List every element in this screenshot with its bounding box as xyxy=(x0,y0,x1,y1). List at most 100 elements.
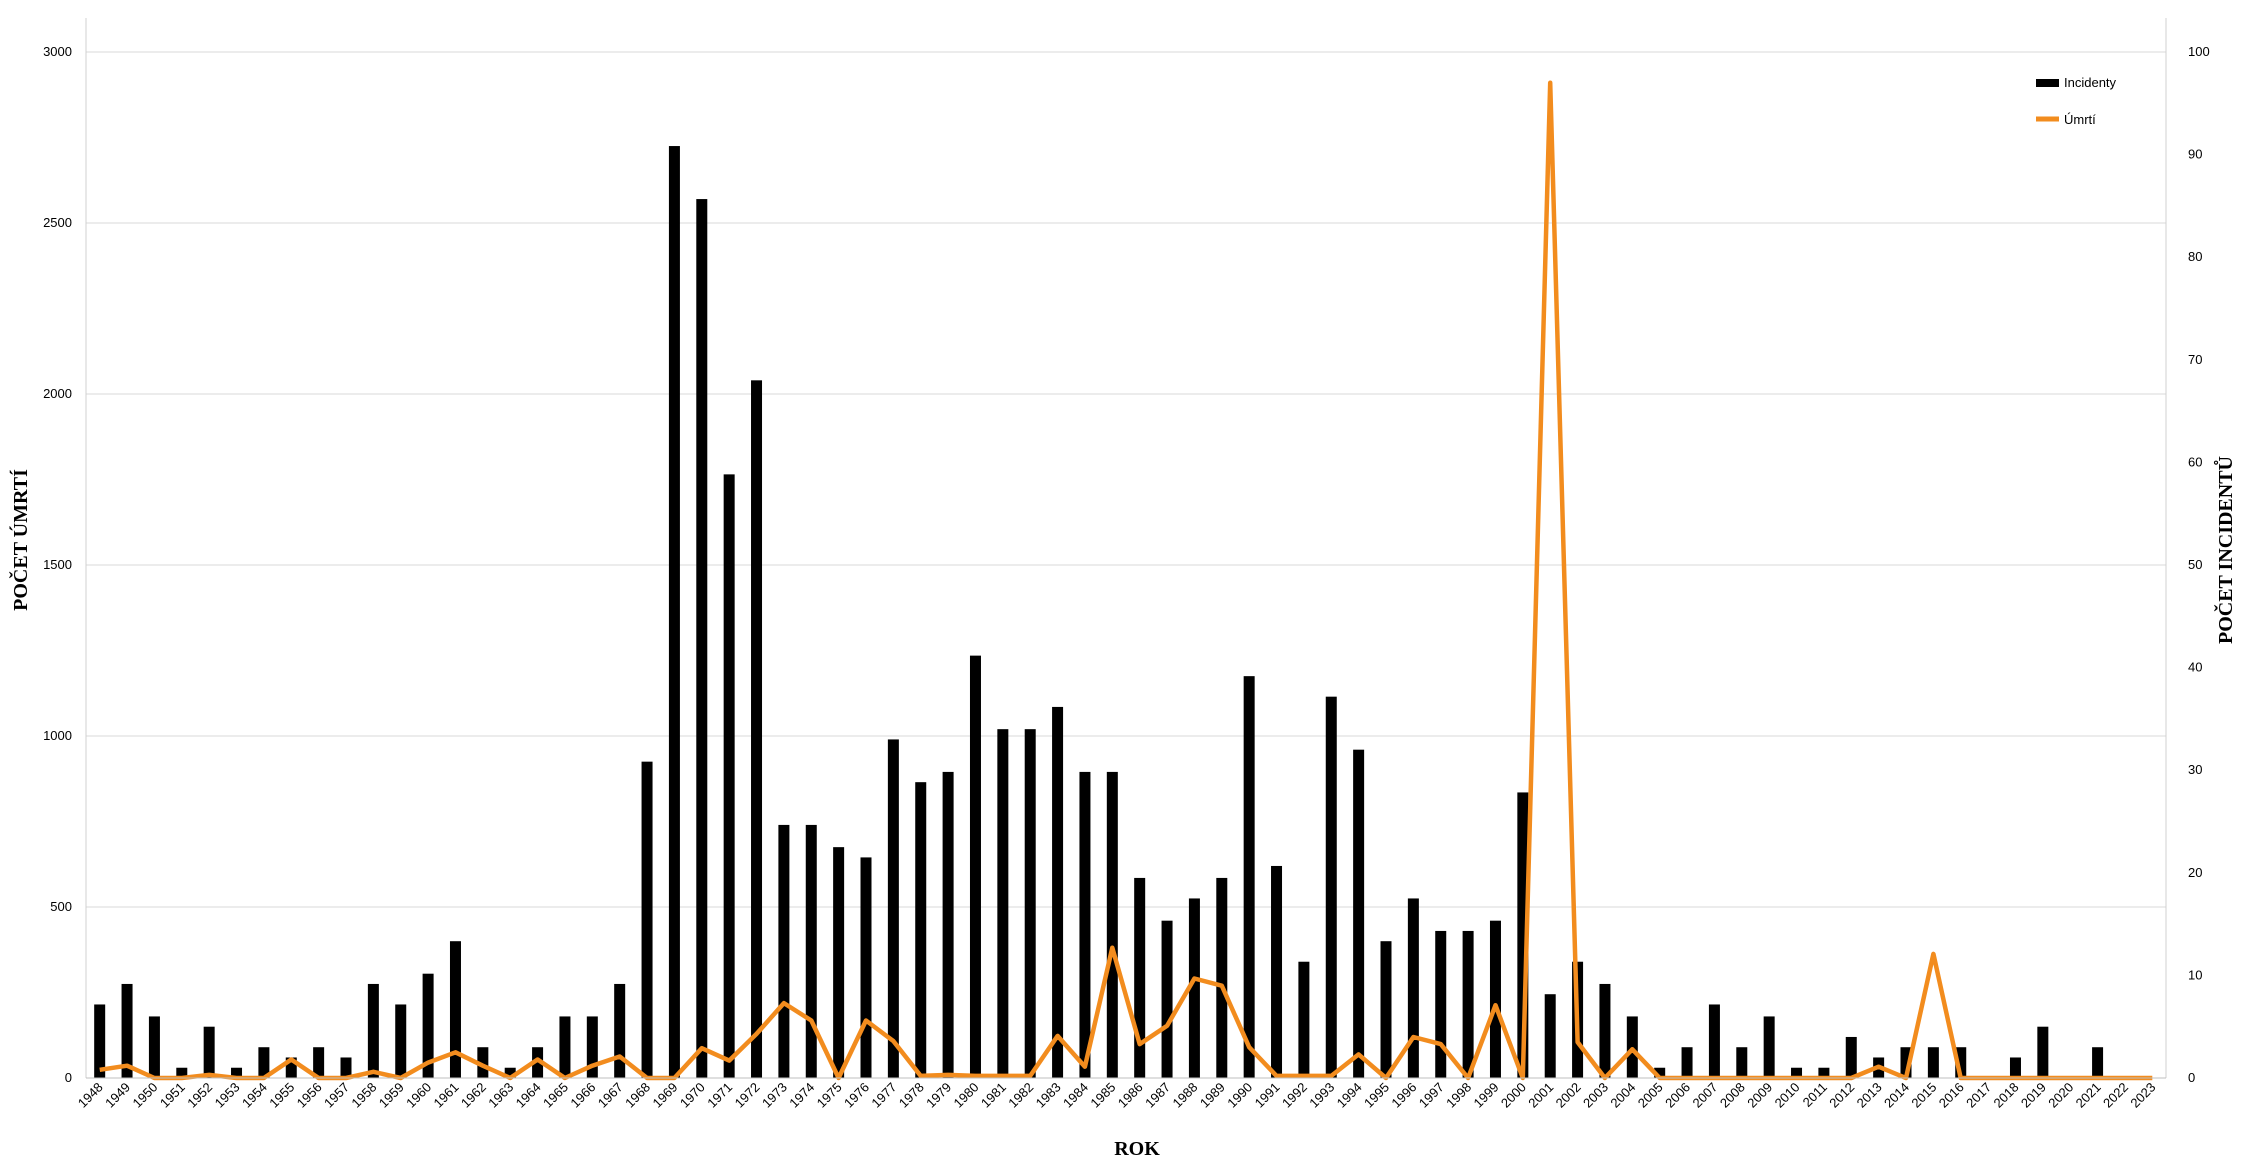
axes xyxy=(85,18,2167,1079)
bar xyxy=(1654,1067,1666,1078)
line-path xyxy=(99,80,2153,1081)
bar xyxy=(504,1067,516,1078)
x-tick-label: 1998 xyxy=(1443,1080,1474,1111)
gridlines xyxy=(86,51,2166,908)
x-tick-label: 1980 xyxy=(951,1080,982,1111)
x-tick-label: 2016 xyxy=(1936,1080,1967,1111)
x-tick-label: 1949 xyxy=(102,1080,133,1111)
bar xyxy=(1900,1047,1912,1078)
x-tick-label: 1954 xyxy=(239,1080,270,1111)
x-tick-label: 1962 xyxy=(458,1080,489,1111)
y-right-tick-label: 20 xyxy=(2188,865,2202,880)
x-tick-label: 1999 xyxy=(1471,1080,1502,1111)
bar xyxy=(723,474,735,1078)
bar xyxy=(1462,930,1474,1078)
bar xyxy=(668,146,680,1079)
x-tick-label: 2001 xyxy=(1525,1080,1556,1111)
x-tick-label: 1948 xyxy=(75,1080,106,1111)
right-axis-ticks: 0 10 20 30 40 50 60 70 80 90 100 xyxy=(2188,44,2210,1085)
x-tick-label: 1958 xyxy=(348,1080,379,1111)
x-tick-label: 1984 xyxy=(1060,1080,1091,1111)
x-tick-label: 1957 xyxy=(321,1080,352,1111)
bar xyxy=(860,857,872,1078)
x-tick-label: 1974 xyxy=(786,1080,817,1111)
bar xyxy=(1216,877,1228,1078)
x-tick-label: 1975 xyxy=(814,1080,845,1111)
y-left-tick-label: 1500 xyxy=(43,557,72,572)
x-tick-label: 1968 xyxy=(622,1080,653,1111)
x-tick-label: 1963 xyxy=(485,1080,516,1111)
bar xyxy=(422,973,434,1078)
left-axis-ticks: 0 500 1000 1500 2000 2500 3000 xyxy=(43,44,72,1085)
x-axis-ticks: 1948194919501951195219531954195519561957… xyxy=(75,1080,2159,1111)
bar xyxy=(1161,920,1173,1078)
x-tick-label: 1978 xyxy=(896,1080,927,1111)
x-tick-label: 1992 xyxy=(1279,1080,1310,1111)
bar xyxy=(477,1047,489,1078)
x-tick-label: 1965 xyxy=(540,1080,571,1111)
bar xyxy=(1955,1047,1967,1078)
bar xyxy=(1106,771,1118,1078)
bar xyxy=(1845,1036,1857,1078)
bar xyxy=(778,824,790,1078)
bar-series xyxy=(94,146,2104,1079)
bar xyxy=(1134,877,1146,1078)
bar xyxy=(942,771,954,1078)
x-tick-label: 1961 xyxy=(431,1080,462,1111)
bar xyxy=(395,1004,407,1078)
x-tick-label: 2019 xyxy=(2018,1080,2049,1111)
bar xyxy=(696,199,708,1078)
bar xyxy=(887,739,899,1078)
x-tick-label: 1960 xyxy=(403,1080,434,1111)
bar xyxy=(1489,920,1501,1078)
x-tick-label: 1987 xyxy=(1142,1080,1173,1111)
bar xyxy=(915,782,927,1078)
y-left-tick-label: 3000 xyxy=(43,44,72,59)
x-tick-label: 1970 xyxy=(677,1080,708,1111)
x-tick-label: 2013 xyxy=(1854,1080,1885,1111)
bar xyxy=(1708,1004,1720,1078)
bar xyxy=(1298,961,1310,1078)
x-tick-label: 1981 xyxy=(978,1080,1009,1111)
line-series xyxy=(99,80,2153,1081)
legend-label-incidenty: Incidenty xyxy=(2064,75,2117,90)
x-tick-label: 1983 xyxy=(1033,1080,1064,1111)
x-tick-label: 2018 xyxy=(1991,1080,2022,1111)
x-tick-label: 1977 xyxy=(868,1080,899,1111)
bar xyxy=(1353,749,1365,1078)
legend-label-umrti: Úmrtí xyxy=(2064,112,2096,127)
x-tick-label: 1989 xyxy=(1197,1080,1228,1111)
x-tick-label: 1950 xyxy=(129,1080,160,1111)
x-tick-label: 1995 xyxy=(1361,1080,1392,1111)
bar xyxy=(1052,706,1064,1078)
bar xyxy=(1517,792,1529,1078)
x-tick-label: 2012 xyxy=(1826,1080,1857,1111)
x-tick-label: 1991 xyxy=(1252,1080,1283,1111)
x-tick-label: 1955 xyxy=(266,1080,297,1111)
bar xyxy=(1435,930,1447,1078)
y-left-tick-label: 500 xyxy=(50,899,72,914)
y-right-tick-label: 80 xyxy=(2188,249,2202,264)
x-tick-label: 1982 xyxy=(1005,1080,1036,1111)
y-left-tick-label: 1000 xyxy=(43,728,72,743)
bar xyxy=(1325,696,1337,1078)
bar xyxy=(449,941,461,1078)
x-tick-label: 2000 xyxy=(1498,1080,1529,1111)
x-tick-label: 1996 xyxy=(1388,1080,1419,1111)
bar xyxy=(997,729,1009,1078)
bar xyxy=(258,1047,270,1078)
x-tick-label: 2022 xyxy=(2100,1080,2131,1111)
x-tick-label: 1951 xyxy=(157,1080,188,1111)
x-tick-label: 2014 xyxy=(1881,1080,1912,1111)
bar xyxy=(1927,1047,1939,1078)
bar xyxy=(1243,676,1255,1078)
bar xyxy=(148,1016,160,1078)
legend-swatch-incidenty xyxy=(2036,79,2059,87)
x-tick-label: 2021 xyxy=(2073,1080,2104,1111)
bar xyxy=(751,380,763,1078)
x-tick-label: 1972 xyxy=(732,1080,763,1111)
x-tick-label: 1964 xyxy=(513,1080,544,1111)
bar xyxy=(176,1067,188,1078)
x-tick-label: 2015 xyxy=(1908,1080,1939,1111)
